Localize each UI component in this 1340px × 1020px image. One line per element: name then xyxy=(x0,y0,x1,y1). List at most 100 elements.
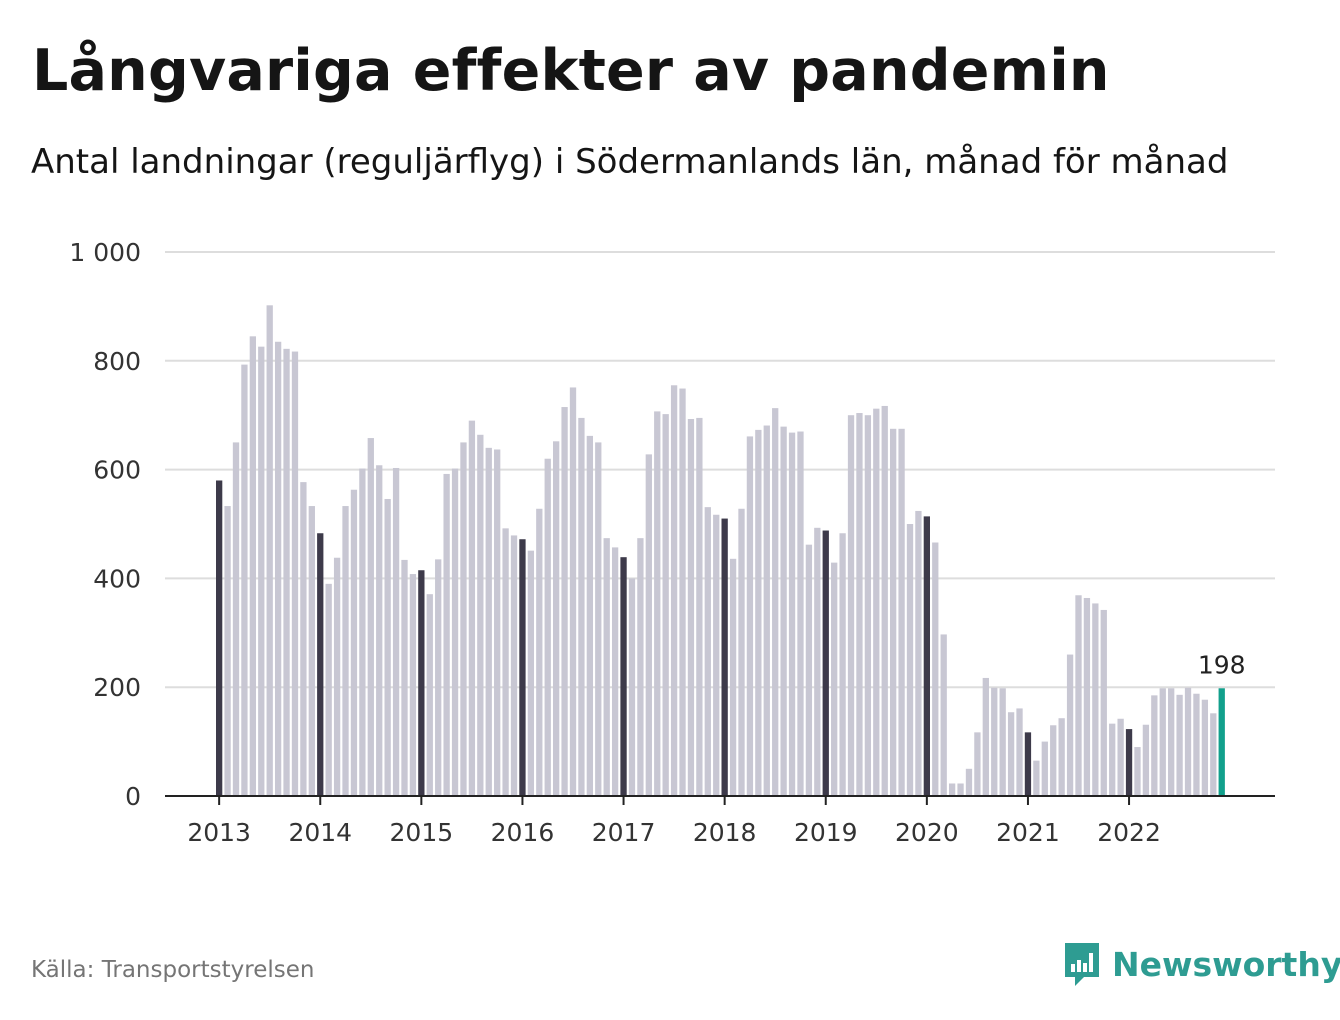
brand-logo: Newsworthy xyxy=(1062,940,1340,988)
bar xyxy=(266,305,273,796)
bar xyxy=(831,562,838,796)
bar xyxy=(350,489,358,796)
bar xyxy=(1117,718,1124,796)
bar xyxy=(536,508,543,796)
bar xyxy=(763,425,770,796)
bar xyxy=(1100,609,1107,796)
bar xyxy=(553,441,560,796)
bar xyxy=(460,442,467,796)
y-tick-label: 0 xyxy=(125,782,141,811)
bar xyxy=(873,408,880,796)
bar xyxy=(527,550,535,796)
bar xyxy=(426,594,433,796)
bar xyxy=(864,415,872,796)
bar xyxy=(595,442,602,796)
bar-latest xyxy=(1218,688,1225,796)
bar xyxy=(704,507,711,796)
bar xyxy=(670,385,678,796)
bar xyxy=(940,634,947,796)
y-tick-label: 400 xyxy=(93,564,141,593)
bar xyxy=(224,506,231,796)
bar xyxy=(1159,688,1166,796)
bar xyxy=(561,407,568,796)
x-tick-label: 2022 xyxy=(1097,818,1161,847)
x-tick-label: 2021 xyxy=(996,818,1060,847)
bar xyxy=(578,417,585,796)
bar xyxy=(384,498,391,796)
bar xyxy=(965,768,973,796)
bar xyxy=(805,544,813,796)
brand-name: Newsworthy xyxy=(1112,944,1340,984)
bar xyxy=(283,348,290,796)
bar xyxy=(241,364,248,796)
bar xyxy=(1151,695,1158,796)
bar xyxy=(249,336,256,796)
x-tick-label: 2018 xyxy=(693,818,757,847)
bar xyxy=(957,783,964,796)
bar xyxy=(1041,741,1048,796)
x-tick-label: 2015 xyxy=(390,818,454,847)
y-tick-label: 200 xyxy=(93,673,141,702)
bar xyxy=(611,547,619,796)
bar xyxy=(974,732,981,796)
bar xyxy=(721,518,728,796)
bar xyxy=(729,558,737,796)
bar xyxy=(308,506,315,796)
data-label-latest: 198 xyxy=(1198,650,1246,679)
y-tick-label: 1 000 xyxy=(69,238,141,267)
bar xyxy=(325,583,332,796)
x-tick-label: 2017 xyxy=(592,818,656,847)
bar xyxy=(418,570,425,796)
bar xyxy=(477,434,484,796)
bar xyxy=(435,559,442,796)
bar xyxy=(1007,712,1015,796)
bar xyxy=(713,514,720,796)
bar xyxy=(1201,699,1209,796)
bar xyxy=(822,530,829,796)
bar xyxy=(359,468,366,796)
bar xyxy=(991,687,998,796)
bar xyxy=(628,578,636,796)
bar xyxy=(409,574,417,796)
bar xyxy=(1092,603,1099,796)
source-note: Källa: Transportstyrelsen xyxy=(31,957,315,983)
bar xyxy=(948,783,956,796)
bar xyxy=(1184,687,1192,796)
bar xyxy=(232,442,240,796)
x-tick-label: 2019 xyxy=(794,818,858,847)
bar xyxy=(392,467,400,796)
bar xyxy=(216,480,223,796)
bar xyxy=(915,510,922,796)
bar xyxy=(494,449,501,796)
y-tick-label: 800 xyxy=(93,347,141,376)
newsworthy-logo-icon xyxy=(1065,943,1099,986)
bar xyxy=(485,447,492,796)
bar xyxy=(333,557,341,796)
x-tick-label: 2013 xyxy=(187,818,251,847)
x-tick-label: 2020 xyxy=(895,818,959,847)
bar xyxy=(906,524,914,796)
bar xyxy=(746,436,754,796)
bar xyxy=(367,438,374,796)
x-tick-label: 2016 xyxy=(491,818,555,847)
bar xyxy=(881,405,888,796)
bar xyxy=(1125,729,1133,796)
bar xyxy=(839,533,846,796)
bar xyxy=(788,432,796,796)
bar xyxy=(780,426,787,796)
bar xyxy=(603,538,610,796)
bar xyxy=(1168,688,1175,796)
bar xyxy=(738,508,745,796)
bar xyxy=(519,539,526,796)
bar xyxy=(1134,747,1141,796)
bar xyxy=(510,535,518,796)
bar xyxy=(1058,718,1065,796)
bar xyxy=(772,408,779,796)
bar xyxy=(451,468,459,796)
bar xyxy=(696,417,703,796)
bar xyxy=(847,415,855,796)
bar xyxy=(376,465,383,796)
bar xyxy=(1050,725,1057,796)
bar xyxy=(544,458,551,796)
bar xyxy=(755,429,762,796)
